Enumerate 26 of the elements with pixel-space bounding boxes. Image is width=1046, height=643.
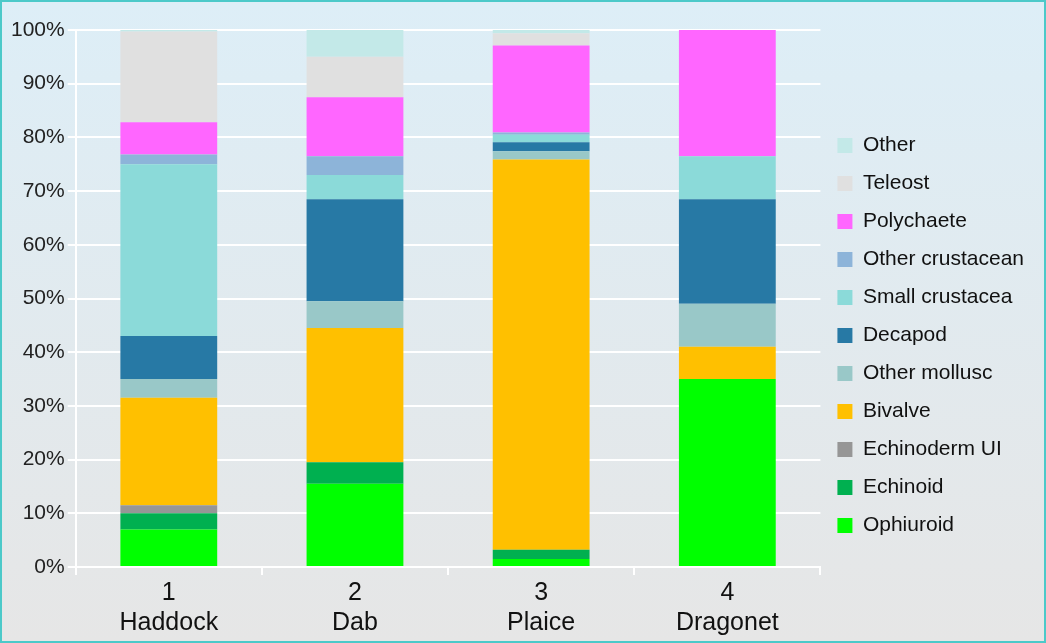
- y-tick-label: 30%: [22, 392, 65, 416]
- legend-label: Other crustacean: [862, 246, 1025, 270]
- y-tick-label: 80%: [22, 124, 65, 148]
- y-tick-label: 70%: [22, 177, 65, 201]
- legend-label: Teleost: [862, 170, 930, 194]
- legend-label: Other mollusc: [862, 360, 993, 384]
- x-tick-label: 3 Plaice: [507, 576, 576, 635]
- x-tick-label: 1 Haddock: [119, 576, 219, 635]
- y-tick-label: 100%: [10, 16, 65, 40]
- x-tick-label: 2 Dab: [332, 576, 378, 635]
- y-tick-label: 90%: [22, 70, 65, 94]
- y-tick-label: 0%: [34, 553, 65, 577]
- x-tick-label: 4 Dragonet: [675, 576, 779, 635]
- y-tick-label: 10%: [22, 500, 65, 524]
- legend-label: Decapod: [862, 322, 947, 346]
- legend-label: Echinoderm UI: [862, 436, 1002, 460]
- y-tick-label: 50%: [22, 285, 65, 309]
- y-tick-label: 60%: [22, 231, 65, 255]
- legend-label: Echinoid: [862, 474, 944, 498]
- legend-label: Bivalve: [862, 398, 931, 422]
- legend-label: Polychaete: [862, 208, 967, 232]
- legend-label: Other: [862, 132, 916, 156]
- legend-label: Small crustacea: [862, 284, 1013, 308]
- legend-label: Ophiuroid: [862, 512, 954, 536]
- y-tick-label: 20%: [22, 446, 65, 470]
- y-tick-label: 40%: [22, 339, 65, 362]
